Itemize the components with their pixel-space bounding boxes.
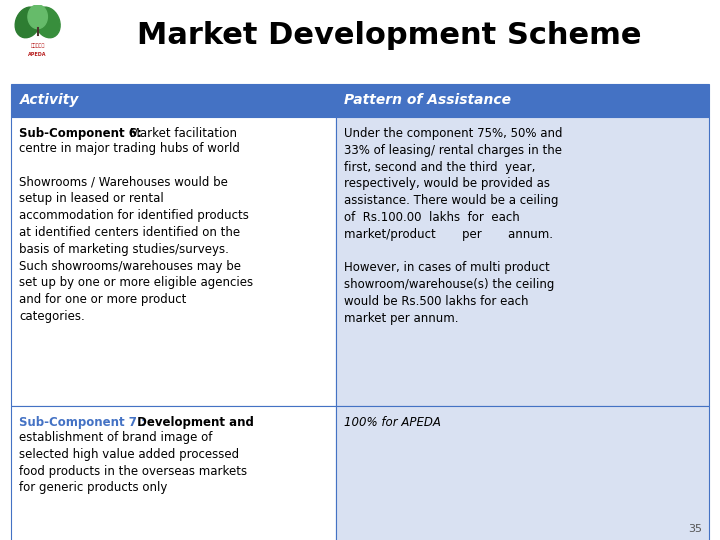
Text: Market Development Scheme: Market Development Scheme [137,21,641,50]
Text: Under the component 75%, 50% and
33% of leasing/ rental charges in the
first, se: Under the component 75%, 50% and 33% of … [344,127,563,325]
Text: एपेडा: एपेडा [30,43,45,48]
Text: 35: 35 [688,523,702,534]
Text: APEDA: APEDA [28,52,47,57]
Text: Development and: Development and [133,416,254,429]
FancyBboxPatch shape [11,406,336,540]
Text: Market facilitation: Market facilitation [126,127,237,140]
Text: Activity: Activity [19,93,78,107]
FancyBboxPatch shape [336,406,709,540]
FancyBboxPatch shape [11,117,336,406]
Text: Sub-Component 6:: Sub-Component 6: [19,127,143,140]
Ellipse shape [15,7,41,38]
FancyBboxPatch shape [336,117,709,406]
Point [33,32,42,38]
Text: Pattern of Assistance: Pattern of Assistance [344,93,511,107]
Text: centre in major trading hubs of world

Showrooms / Warehouses would be
setup in : centre in major trading hubs of world Sh… [19,142,253,323]
Ellipse shape [28,5,48,29]
Text: establishment of brand image of
selected high value added processed
food product: establishment of brand image of selected… [19,431,248,494]
Text: Sub-Component 7 :: Sub-Component 7 : [19,416,146,429]
Point [33,25,42,31]
FancyBboxPatch shape [11,84,336,117]
FancyBboxPatch shape [336,84,709,117]
Ellipse shape [35,7,60,38]
Text: 100% for APEDA: 100% for APEDA [344,416,441,429]
